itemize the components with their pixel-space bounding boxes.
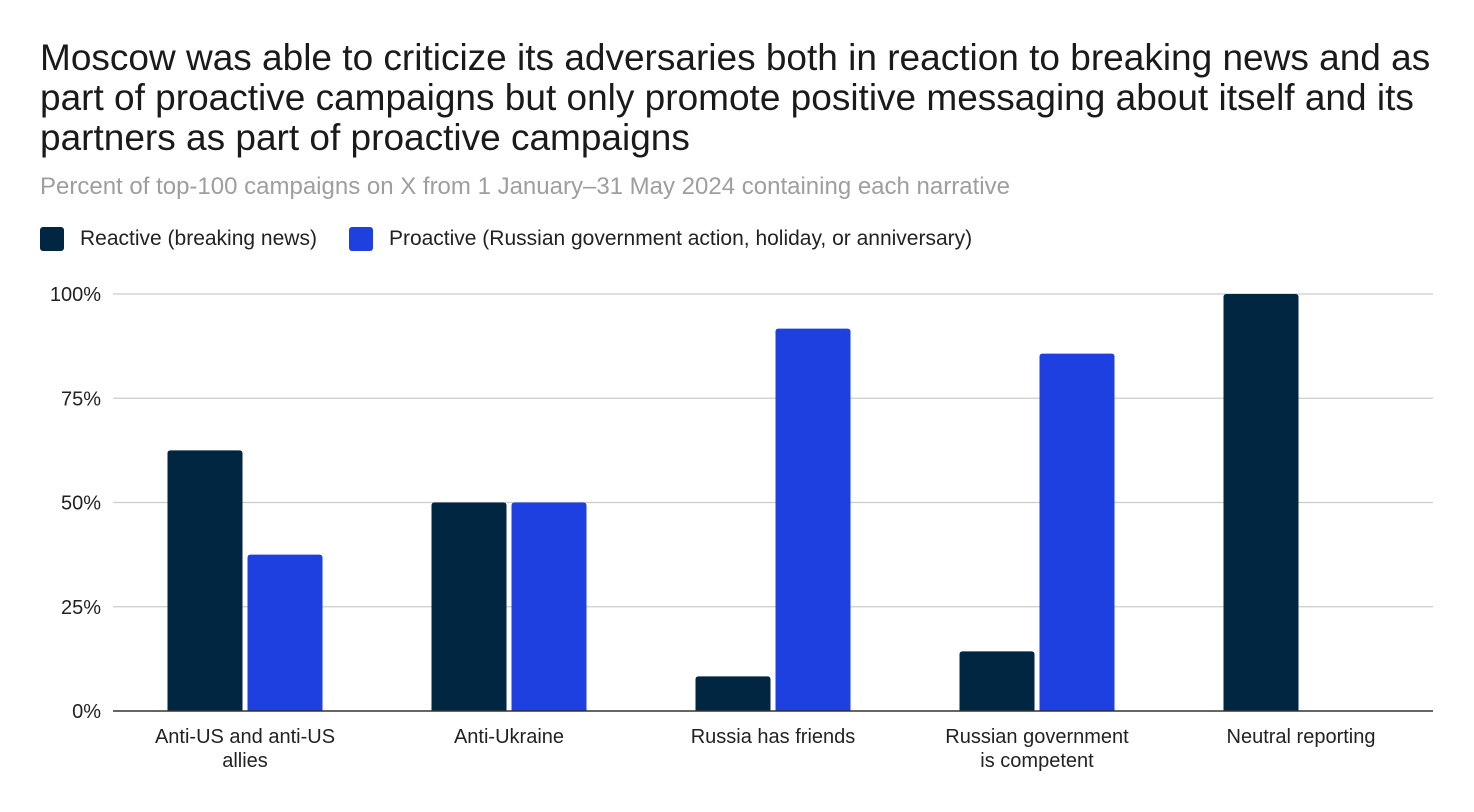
legend: Reactive (breaking news) Proactive (Russ… xyxy=(40,227,1004,251)
y-tick-label: 100% xyxy=(50,284,101,306)
chart-subtitle: Percent of top-100 campaigns on X from 1… xyxy=(40,173,1010,200)
x-tick-label: Neutral reporting xyxy=(1227,726,1376,748)
x-tick-label: Anti-US and anti-US allies xyxy=(155,726,335,772)
y-tick-label: 75% xyxy=(61,388,101,410)
bar-proactive xyxy=(247,554,323,711)
legend-item-proactive: Proactive (Russian government action, ho… xyxy=(348,227,973,251)
y-tick-label: 25% xyxy=(61,597,101,619)
bar-reactive xyxy=(1223,294,1299,711)
legend-label-proactive: Proactive (Russian government action, ho… xyxy=(388,227,973,250)
bar-proactive xyxy=(1039,353,1115,711)
legend-item-reactive: Reactive (breaking news) xyxy=(40,227,317,251)
x-tick-label: Anti-Ukraine xyxy=(454,726,564,748)
chart-title: Moscow was able to criticize its adversa… xyxy=(40,37,1431,158)
x-tick-label: Russia has friends xyxy=(691,726,856,748)
legend-swatch-proactive xyxy=(348,227,373,251)
bar-reactive xyxy=(959,651,1035,711)
x-tick-label: Russian government is competent xyxy=(945,726,1129,772)
bar-proactive xyxy=(511,502,587,711)
bar-reactive xyxy=(431,502,507,711)
bar-reactive xyxy=(695,676,771,711)
bar-proactive xyxy=(775,328,851,711)
y-tick-label: 0% xyxy=(72,701,101,723)
y-tick-label: 50% xyxy=(61,493,101,515)
bar-reactive xyxy=(167,450,243,711)
legend-swatch-reactive xyxy=(40,227,64,251)
legend-label-reactive: Reactive (breaking news) xyxy=(80,227,317,250)
